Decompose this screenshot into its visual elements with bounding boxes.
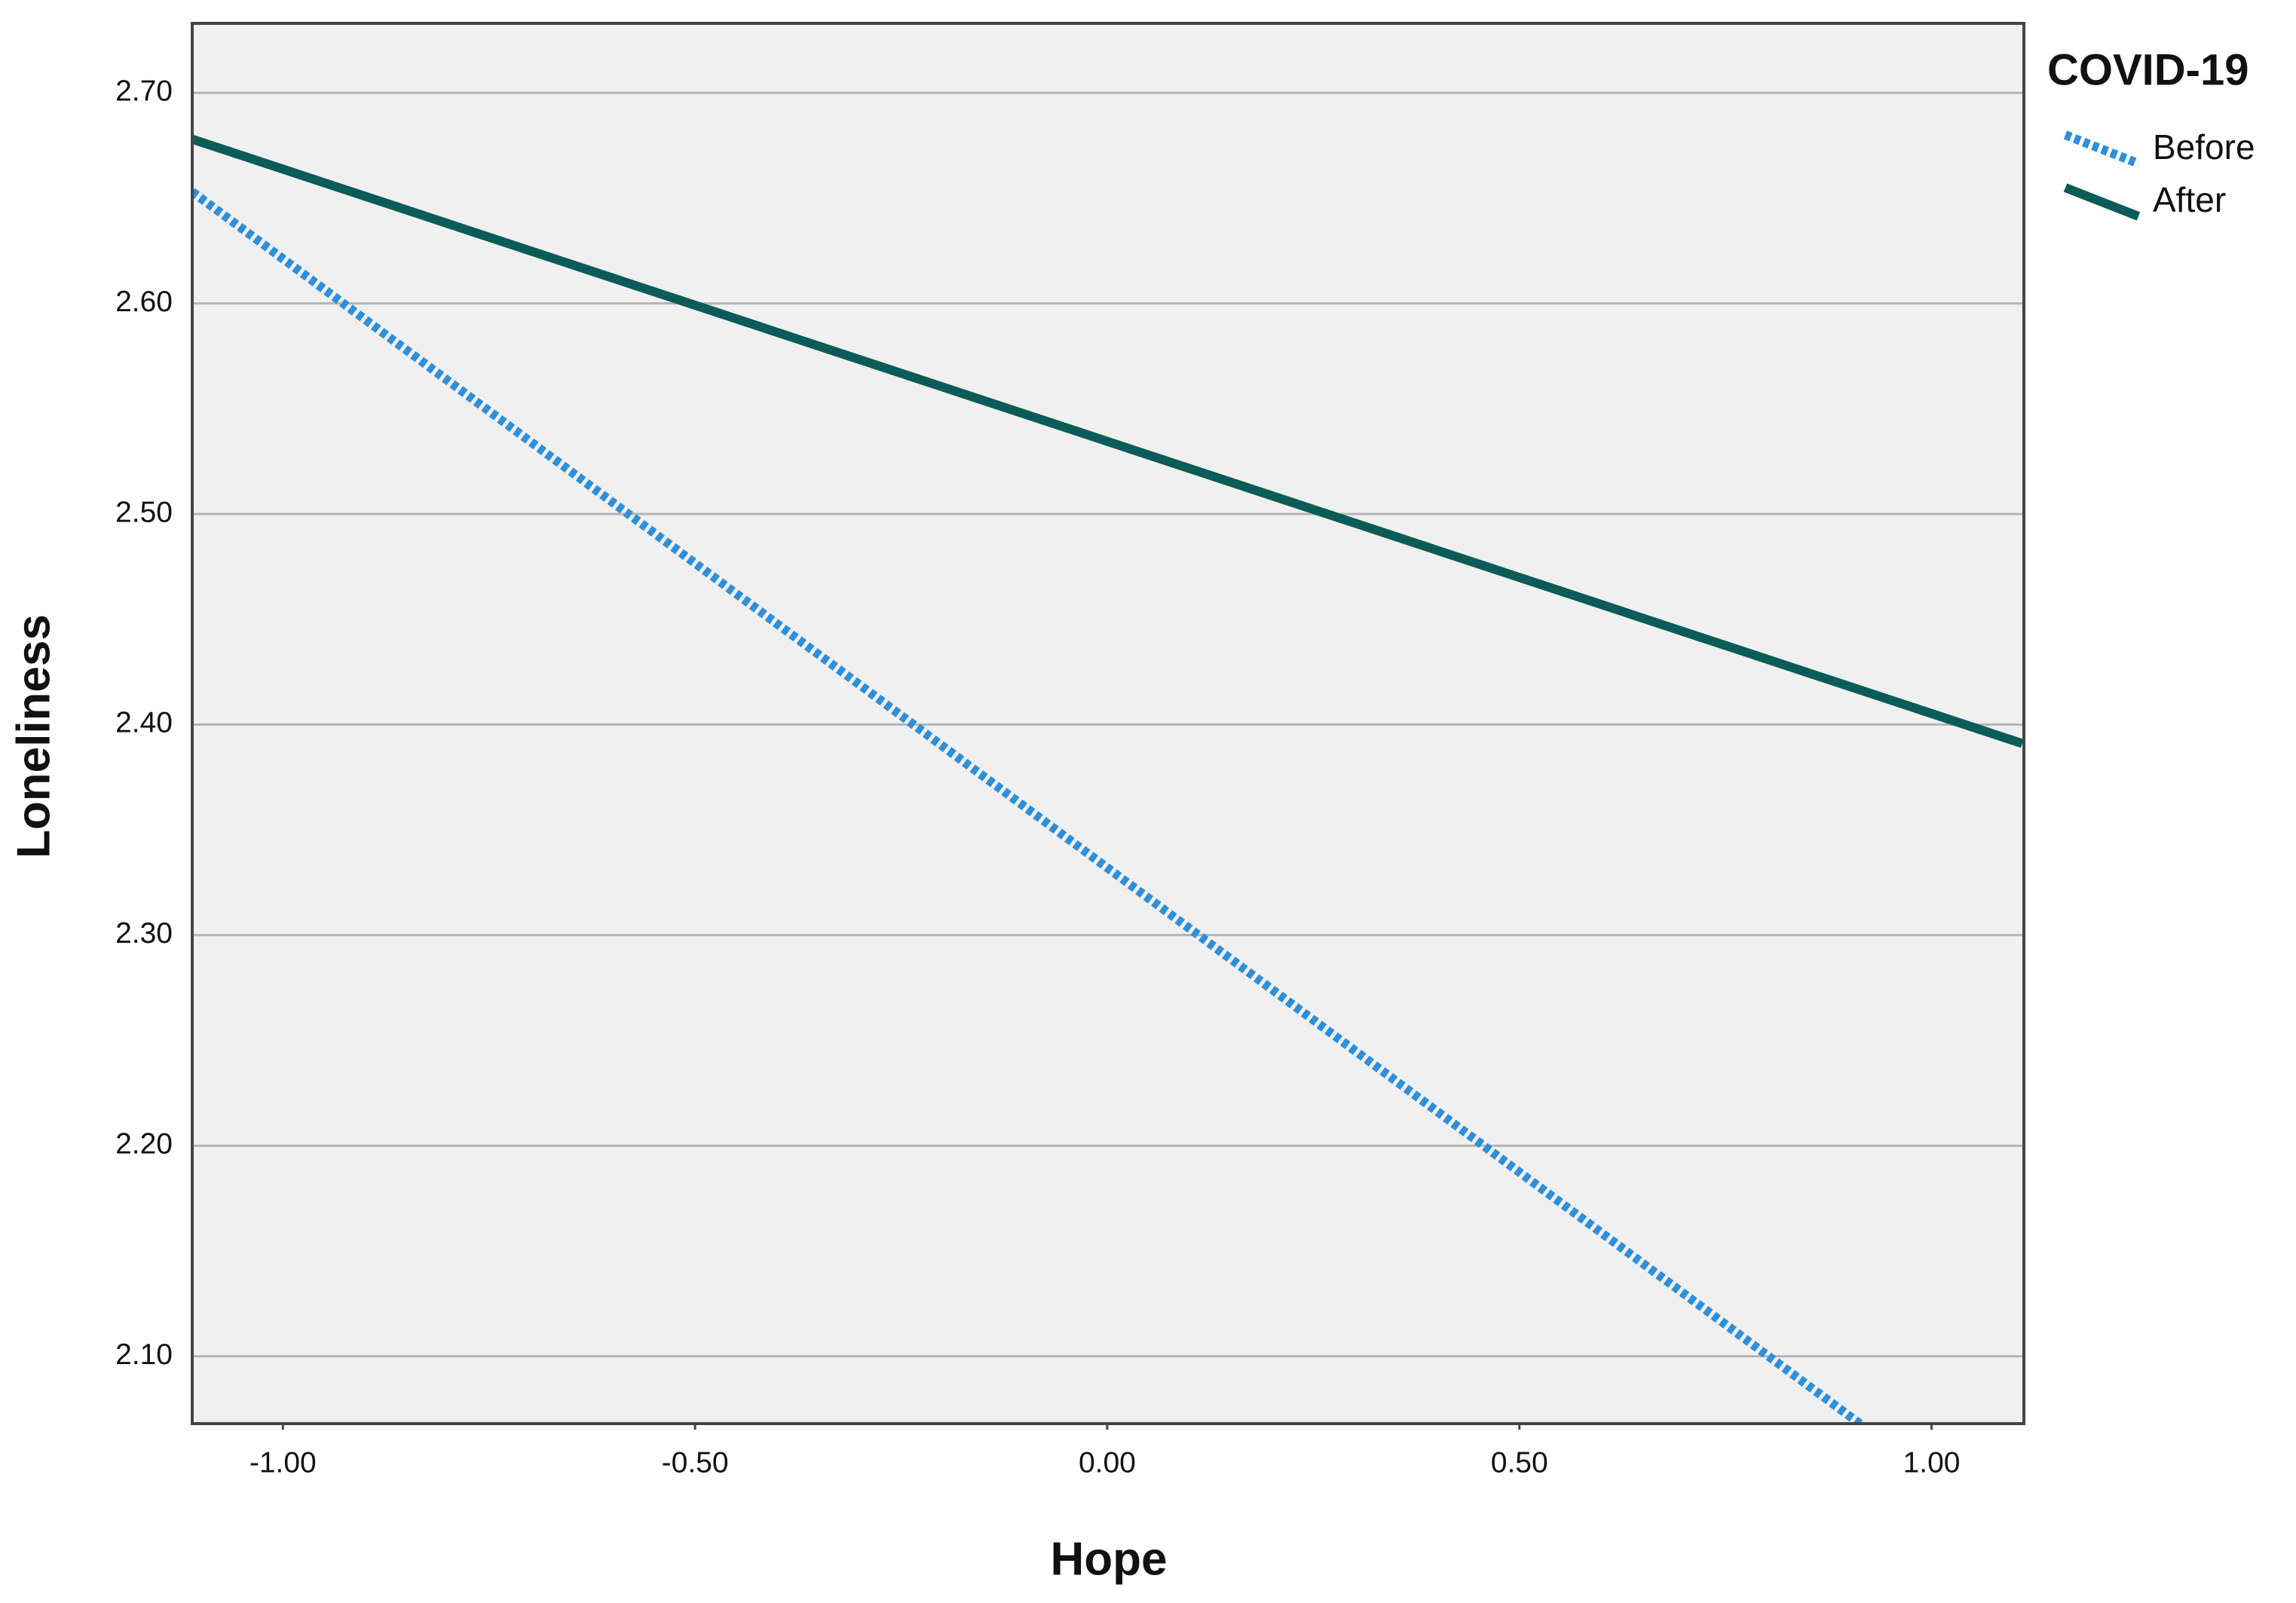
lines — [192, 134, 2024, 1424]
y-tick-label: 2.10 — [115, 1338, 173, 1371]
x-tick-label: 0.00 — [1079, 1446, 1136, 1479]
x-tick-label: 0.50 — [1491, 1446, 1548, 1479]
series-line — [192, 188, 1868, 1424]
y-tick-label: 2.30 — [115, 917, 173, 950]
legend-swatch — [2063, 183, 2141, 221]
series-line — [192, 134, 2024, 748]
x-tick-label: -0.50 — [662, 1446, 729, 1479]
x-axis-label: Hope — [1051, 1533, 1168, 1585]
legend-background — [2028, 0, 2296, 261]
y-tick-label: 2.50 — [115, 496, 173, 528]
legend-label: Before — [2153, 127, 2255, 167]
y-axis-label: Loneliness — [8, 614, 60, 858]
x-tick-label: -1.00 — [249, 1446, 317, 1479]
legend-title: COVID-19 — [2047, 45, 2249, 94]
plot-border — [191, 22, 2025, 1425]
y-tick-label: 2.20 — [115, 1127, 173, 1160]
y-tick-label: 2.60 — [115, 286, 173, 318]
y-tick-label: 2.70 — [115, 75, 173, 107]
y-tick-label: 2.40 — [115, 707, 173, 739]
legend-label: After — [2153, 180, 2226, 219]
grid — [192, 91, 2024, 1430]
x-tick-label: 1.00 — [1903, 1446, 1961, 1479]
legend-swatch — [2063, 130, 2141, 168]
